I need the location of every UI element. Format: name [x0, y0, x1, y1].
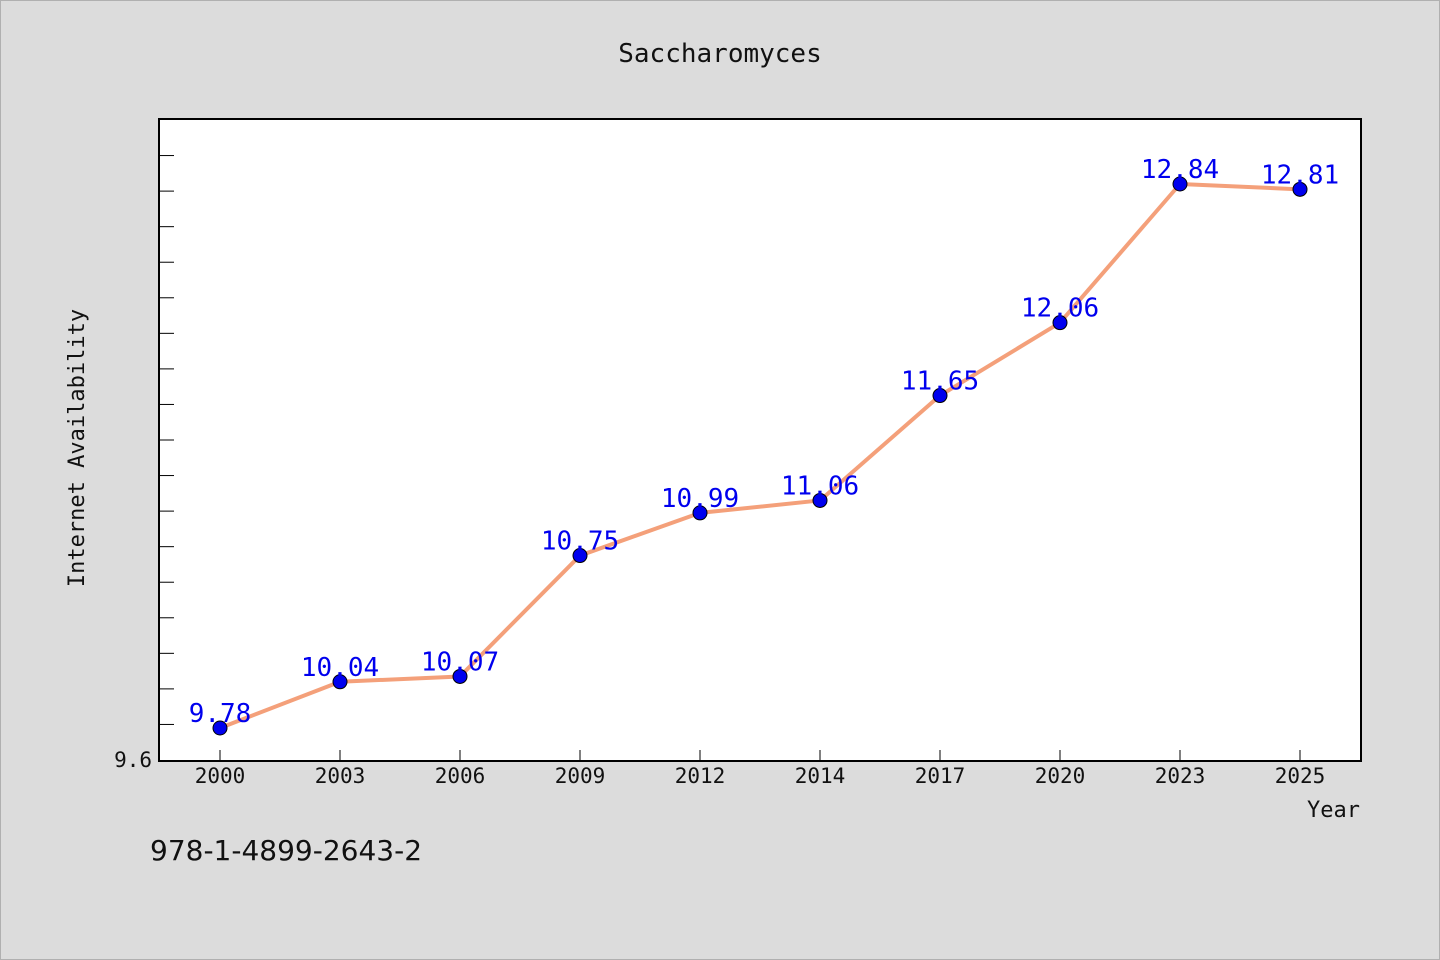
data-label: 10.07 — [421, 647, 499, 677]
x-axis-tick-labels: 2000 2003 2006 2009 2012 2014 2017 2020 2023 2025 — [195, 764, 1326, 788]
data-label: 10.75 — [541, 527, 619, 557]
chart-title: Saccharomyces — [618, 39, 822, 69]
data-point — [452, 668, 468, 684]
x-tick-label: 2003 — [315, 764, 366, 788]
x-tick-label: 2025 — [1275, 764, 1326, 788]
data-point — [1052, 315, 1068, 331]
data-label: 9.78 — [189, 699, 252, 729]
data-label: 12.06 — [1021, 294, 1099, 324]
x-axis-label: Year — [1307, 798, 1360, 823]
data-point — [212, 720, 228, 736]
plot-area — [158, 118, 1362, 762]
y-axis-label: Internet Availability — [65, 309, 90, 587]
data-label: 12.84 — [1141, 155, 1219, 185]
y-tick-label: 9.6 — [114, 748, 152, 772]
data-label: 10.99 — [661, 484, 739, 514]
footer-code: 978-1-4899-2643-2 — [150, 834, 423, 867]
data-label: 12.81 — [1261, 160, 1339, 190]
data-point — [332, 674, 348, 690]
x-tick-label: 2012 — [675, 764, 726, 788]
y-axis-ticks — [160, 155, 174, 725]
y-axis-tick-labels: 9.6 — [114, 748, 152, 772]
data-label: 10.04 — [301, 653, 379, 683]
data-point — [812, 492, 828, 508]
data-point — [572, 548, 588, 564]
x-tick-label: 2020 — [1035, 764, 1086, 788]
x-tick-label: 2009 — [555, 764, 606, 788]
series-markers — [212, 176, 1308, 736]
data-point — [692, 505, 708, 521]
x-tick-label: 2017 — [915, 764, 966, 788]
x-axis-ticks — [219, 750, 1301, 760]
data-label: 11.65 — [901, 367, 979, 397]
x-tick-label: 2000 — [195, 764, 246, 788]
series-line — [218, 182, 1302, 730]
data-label: 11.06 — [781, 471, 859, 501]
data-point — [932, 388, 948, 404]
data-point — [1172, 176, 1188, 192]
x-tick-label: 2006 — [435, 764, 486, 788]
x-tick-label: 2014 — [795, 764, 846, 788]
x-tick-label: 2023 — [1155, 764, 1206, 788]
data-point — [1292, 181, 1308, 197]
data-labels: 9.78 10.04 10.07 10.75 10.99 11.06 11.65 12.06 1… — [189, 155, 1339, 729]
